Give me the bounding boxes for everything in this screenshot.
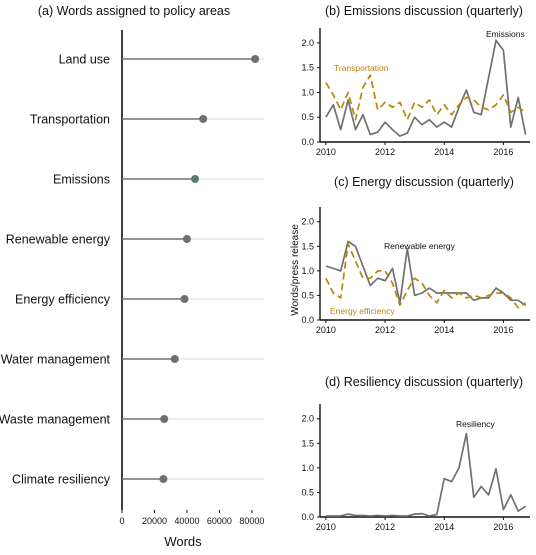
category-label-land-use: Land use [59, 53, 110, 67]
x-tick-label: 2014 [434, 522, 454, 532]
category-label-climate-resiliency: Climate resiliency [12, 473, 111, 487]
category-label-transportation: Transportation [30, 113, 110, 127]
panel-b-title: (b) Emissions discussion (quarterly) [325, 4, 523, 18]
y-tick-label: 1.0 [301, 463, 314, 473]
category-label-emissions: Emissions [53, 173, 110, 187]
series-line-transportation [325, 74, 527, 121]
series-line-emissions [325, 39, 527, 137]
category-label-energy-efficiency: Energy efficiency [15, 293, 111, 307]
panel-d-line-chart: (d) Resiliency discussion (quarterly) 0.… [301, 375, 530, 532]
panel-a-guides [122, 58, 264, 480]
x-tick-label: 2012 [375, 325, 395, 335]
y-tick-label: 0.0 [301, 512, 314, 522]
series-line-resiliency [325, 432, 527, 517]
x-tick-label: 2010 [316, 147, 336, 157]
x-tick-label: 2012 [375, 147, 395, 157]
x-tick-label: 20000 [142, 516, 167, 526]
panel-a-dots [159, 55, 260, 483]
category-label-renewable-energy: Renewable energy [6, 233, 111, 247]
series-label-transportation: Transportation [334, 63, 389, 73]
series-label-renewable-energy: Renewable energy [384, 241, 456, 251]
y-tick-label: 2.0 [301, 217, 314, 227]
x-tick-label: 80000 [239, 516, 264, 526]
y-tick-label: 0.5 [301, 487, 314, 497]
x-tick-label: 2016 [493, 325, 513, 335]
y-tick-label: 2.0 [301, 414, 314, 424]
y-tick-label: 0.0 [301, 315, 314, 325]
x-tick-label: 2012 [375, 522, 395, 532]
y-tick-label: 2.0 [301, 38, 314, 48]
y-tick-label: 1.0 [301, 266, 314, 276]
dot-water-management [170, 355, 179, 363]
panel-a-x-axis-title: Words [164, 534, 202, 549]
panel-a-category-labels: Land use Transportation Emissions Renewable… [0, 53, 111, 487]
panel-c-plot-area: 0.0 0.5 1.0 1.5 2.0 2010 2012 2014 2016 Renewable… [301, 207, 530, 335]
dot-waste-management [160, 415, 169, 423]
x-tick-label: 2016 [493, 522, 513, 532]
dot-emissions [191, 175, 200, 183]
y-tick-label: 0.5 [301, 112, 314, 122]
y-tick-label: 1.0 [301, 87, 314, 97]
dot-climate-resiliency [159, 475, 168, 483]
dot-land-use [251, 55, 260, 63]
x-tick-label: 40000 [174, 516, 199, 526]
panel-a-title: (a) Words assigned to policy areas [38, 4, 230, 18]
panel-b-plot-area: 0.0 0.5 1.0 1.5 2.0 2010 2012 2014 2016 Emissions… [301, 28, 530, 157]
series-line-energy-efficiency [325, 242, 527, 309]
x-tick-label: 2014 [434, 147, 454, 157]
x-tick-label: 60000 [207, 516, 232, 526]
y-tick-label: 1.5 [301, 63, 314, 73]
panel-c-line-chart: (c) Energy discussion (quarterly) Words/… [290, 175, 530, 335]
panel-a-lollipop-chart: (a) Words assigned to policy areas Land … [0, 4, 264, 549]
x-tick-label: 2016 [493, 147, 513, 157]
panel-d-title: (d) Resiliency discussion (quarterly) [325, 375, 523, 389]
panel-b-line-chart: (b) Emissions discussion (quarterly) 0.0… [301, 4, 530, 157]
panel-c-title: (c) Energy discussion (quarterly) [334, 175, 514, 189]
panel-a-x-tick-labels: 0 20000 40000 60000 80000 [119, 510, 264, 526]
dot-transportation [199, 115, 208, 123]
y-tick-label: 1.5 [301, 241, 314, 251]
panel-c-y-axis-title: Words/press release [290, 224, 301, 316]
x-tick-label: 2010 [316, 522, 336, 532]
panel-d-plot-area: 0.0 0.5 1.0 1.5 2.0 2010 2012 2014 2016 Resilienc… [301, 404, 530, 532]
y-tick-label: 1.5 [301, 438, 314, 448]
series-label-energy-efficiency: Energy efficiency [330, 306, 395, 316]
x-tick-label: 2014 [434, 325, 454, 335]
dot-energy-efficiency [180, 295, 189, 303]
y-tick-label: 0.5 [301, 290, 314, 300]
panel-a-stems [122, 58, 256, 480]
category-label-waste-management: Waste management [0, 413, 111, 427]
series-line-renewable-energy [325, 240, 527, 307]
x-tick-label: 2010 [316, 325, 336, 335]
dot-renewable-energy [182, 235, 191, 243]
series-label-emissions: Emissions [486, 29, 525, 39]
x-tick-label: 0 [119, 516, 124, 526]
series-label-resiliency: Resiliency [456, 419, 495, 429]
category-label-water-management: Water management [1, 353, 111, 367]
y-tick-label: 0.0 [301, 137, 314, 147]
